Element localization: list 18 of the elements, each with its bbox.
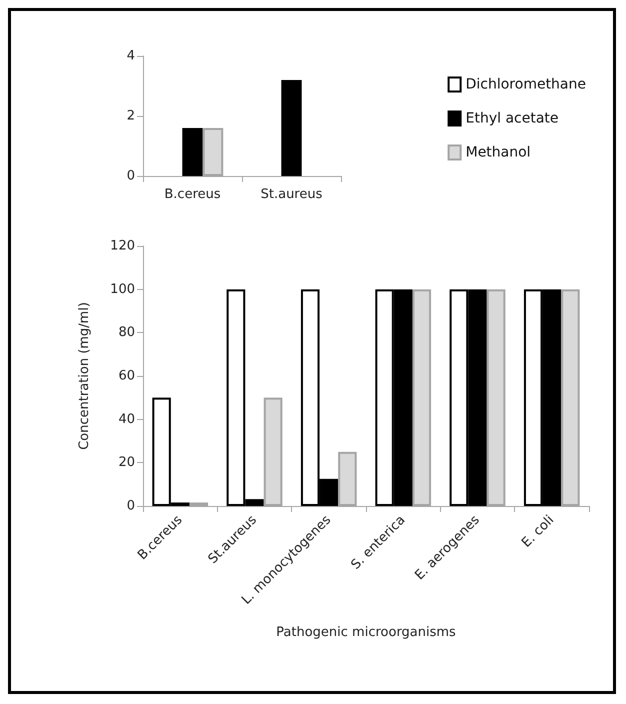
y-tick-label: 4 (126, 48, 135, 64)
y-tick-label: 0 (126, 498, 135, 514)
legend-label: Ethyl acetate (466, 110, 559, 126)
y-tick-label: 20 (118, 455, 135, 470)
y-tick-label: 100 (110, 282, 135, 297)
x-axis-title: Pathogenic microorganisms (276, 625, 456, 640)
y-tick-label: 60 (118, 368, 135, 384)
y-tick-label: 2 (126, 108, 135, 124)
legend-label: Dichloromethane (466, 76, 586, 92)
y-tick-label: 40 (118, 412, 135, 427)
y-tick-label: 80 (118, 325, 135, 340)
x-tick-label: B.cereus (164, 187, 221, 202)
y-axis-title: Concentration (mg/ml) (77, 302, 92, 450)
y-tick-label: 120 (110, 238, 135, 254)
x-tick-label: St.aureus (260, 187, 323, 202)
legend-label: Methanol (466, 144, 531, 160)
y-tick-label: 0 (126, 168, 135, 184)
x-tick-label: E. coli (519, 512, 558, 551)
